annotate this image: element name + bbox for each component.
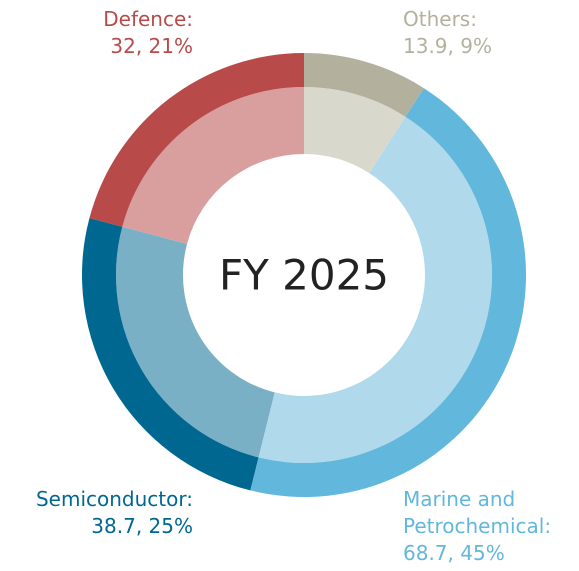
outer-segment	[304, 53, 424, 117]
segment-label: Semiconductor: 38.7, 25%	[0, 486, 193, 540]
outer-segment	[89, 53, 304, 227]
segment-label: Marine and Petrochemical: 68.7, 45%	[403, 486, 579, 567]
category-label: Others:	[403, 7, 477, 31]
category-label: Defence:	[103, 7, 193, 31]
value-label: 32, 21%	[110, 34, 193, 58]
category-label: Marine and Petrochemical:	[403, 487, 552, 538]
value-label: 68.7, 45%	[403, 541, 505, 565]
chart-title: FY 2025	[219, 251, 389, 300]
inner-segment	[115, 226, 275, 458]
value-label: 13.9, 9%	[403, 34, 492, 58]
segment-label: Others: 13.9, 9%	[403, 6, 573, 60]
outer-segment	[82, 218, 259, 491]
inner-segment	[122, 87, 305, 244]
value-label: 38.7, 25%	[91, 514, 193, 538]
inner-segment	[258, 116, 492, 463]
category-label: Semiconductor:	[35, 487, 193, 511]
outer-segment	[250, 88, 526, 497]
inner-segment	[304, 87, 406, 174]
segment-label: Defence: 32, 21%	[0, 6, 193, 60]
